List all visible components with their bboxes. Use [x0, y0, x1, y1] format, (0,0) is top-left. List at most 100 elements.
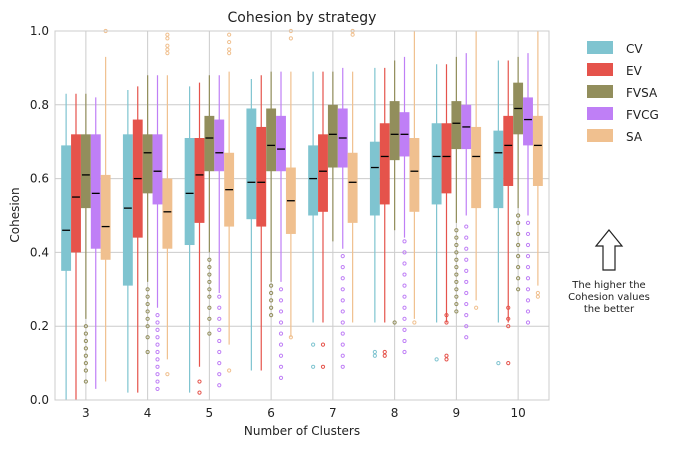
box-body — [100, 174, 111, 260]
outlier-point — [155, 379, 160, 384]
outlier-point — [402, 261, 407, 266]
box-EV-7 — [318, 71, 328, 369]
tick-layer: 0.0 0.2 0.4 0.6 0.8 1.0 3 4 5 6 7 8 9 10 — [30, 24, 526, 420]
x-tick-label: 5 — [206, 406, 214, 420]
up-arrow-icon — [594, 229, 624, 271]
outlier-point — [340, 287, 345, 292]
outlier-point — [269, 305, 274, 310]
outlier-point — [402, 316, 407, 321]
outlier-point — [340, 331, 345, 336]
box-body — [184, 138, 195, 246]
outlier-point — [145, 316, 150, 321]
outlier-point — [392, 320, 397, 325]
outlier-point — [372, 353, 377, 358]
box-FVCG-10 — [523, 53, 533, 325]
box-CV-10 — [493, 60, 504, 366]
outlier-point — [278, 353, 284, 358]
box-body — [194, 138, 205, 223]
outlier-point — [496, 361, 501, 366]
outlier-point — [340, 276, 345, 281]
box-body — [214, 119, 225, 172]
outlier-point — [217, 338, 222, 344]
outlier-point — [506, 316, 511, 321]
box-layer — [61, 28, 543, 400]
outlier-point — [269, 283, 274, 288]
outlier-point — [444, 313, 449, 318]
box-SA-5 — [224, 32, 235, 373]
annotation-text: The higher the Cohesion values the better — [568, 280, 650, 315]
outlier-point — [464, 246, 469, 251]
outlier-point — [516, 265, 521, 270]
legend-label: EV — [626, 64, 643, 78]
outlier-point — [402, 239, 407, 244]
box-EV-8 — [379, 67, 390, 358]
outlier-point — [83, 379, 88, 384]
x-tick-label: 4 — [144, 406, 152, 420]
outlier-point — [288, 36, 293, 41]
legend-swatch — [587, 85, 613, 98]
outlier-point — [402, 349, 407, 355]
box-SA-4 — [162, 32, 173, 377]
outlier-point — [454, 242, 459, 248]
outlier-point — [155, 349, 160, 355]
box-body — [451, 101, 462, 150]
outlier-point — [402, 272, 407, 277]
box-FVCG-7 — [337, 67, 348, 369]
outlier-point — [525, 309, 531, 314]
outlier-point — [278, 309, 284, 314]
box-body — [379, 123, 390, 205]
outlier-point — [83, 338, 88, 344]
outlier-point — [207, 294, 212, 299]
outlier-point — [278, 320, 284, 325]
outlier-point — [83, 346, 88, 351]
outlier-point — [207, 287, 212, 292]
x-tick-label: 3 — [82, 406, 90, 420]
outlier-point — [516, 276, 521, 281]
outlier-point — [145, 324, 150, 329]
outlier-point — [145, 335, 150, 340]
box-EV-3 — [71, 93, 81, 400]
box-body — [503, 115, 514, 186]
outlier-point — [340, 320, 345, 325]
outlier-point — [444, 353, 449, 358]
legend-swatch — [587, 63, 613, 76]
box-body — [308, 145, 319, 216]
outlier-point — [454, 250, 459, 255]
outlier-point — [217, 305, 222, 310]
outlier-point — [320, 342, 326, 347]
outlier-point — [516, 213, 521, 218]
x-tick-label: 8 — [391, 406, 399, 420]
box-body — [409, 138, 420, 212]
outlier-point — [165, 51, 170, 56]
outlier-point — [311, 364, 316, 369]
outlier-point — [372, 349, 377, 355]
box-body — [471, 126, 482, 209]
x-tick-label: 9 — [453, 406, 461, 420]
outlier-point — [155, 386, 160, 392]
outlier-point — [525, 231, 531, 237]
x-tick-label: 7 — [329, 406, 337, 420]
outlier-point — [145, 294, 150, 299]
box-FVSA-3 — [80, 93, 91, 384]
outlier-point — [464, 335, 469, 340]
outlier-point — [217, 361, 222, 366]
box-FVSA-7 — [327, 71, 338, 242]
outlier-point — [382, 349, 387, 355]
outlier-point — [155, 372, 160, 377]
outlier-point — [464, 313, 469, 318]
outlier-point — [340, 364, 345, 369]
box-body — [142, 134, 153, 194]
box-EV-9 — [441, 64, 452, 362]
outlier-point — [145, 349, 150, 355]
legend-label: FVCG — [626, 108, 659, 122]
outlier-point — [516, 287, 521, 292]
outlier-point — [155, 320, 160, 325]
box-body — [431, 123, 442, 205]
outlier-point — [207, 331, 212, 336]
outlier-point — [464, 268, 469, 273]
outlier-point — [227, 39, 232, 45]
outlier-point — [207, 316, 212, 321]
box-body — [71, 134, 81, 253]
outlier-point — [525, 265, 531, 270]
